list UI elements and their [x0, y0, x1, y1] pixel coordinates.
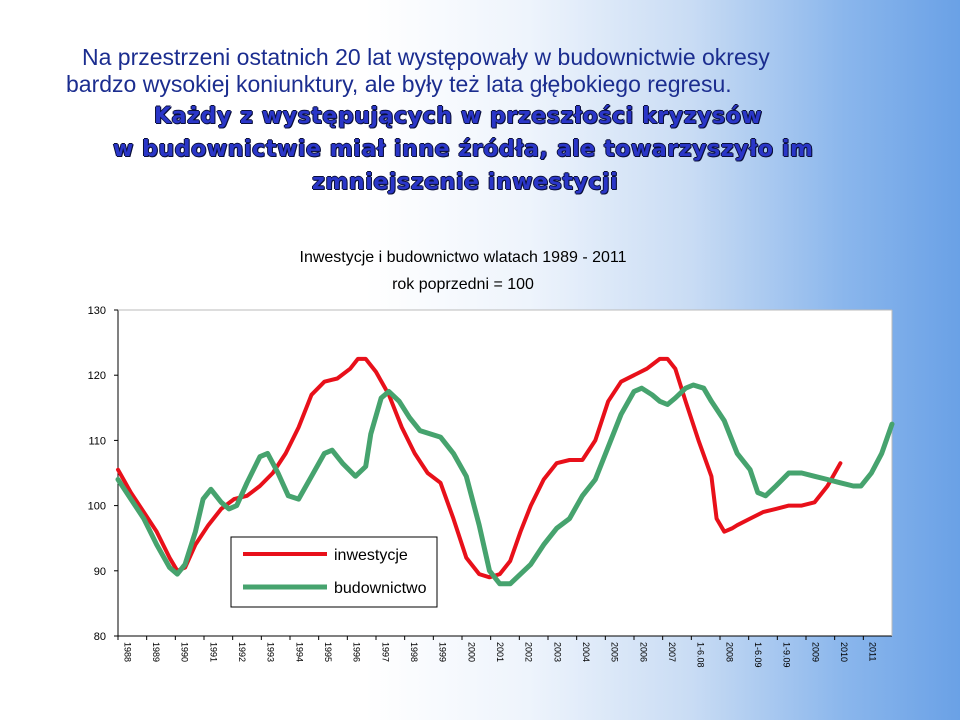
- x-tick-label: 1990: [180, 642, 190, 662]
- x-tick-label: 2010: [839, 642, 849, 662]
- x-tick-label: 1993: [266, 642, 276, 662]
- x-tick-label: 1999: [438, 642, 448, 662]
- x-tick-label: 1989: [151, 642, 161, 662]
- x-tick-label: 2002: [524, 642, 534, 662]
- x-tick-label: 2007: [667, 642, 677, 662]
- x-tick-label: 1-6.08: [696, 642, 706, 668]
- x-tick-label: 1988: [122, 642, 132, 662]
- y-tick-label: 110: [88, 435, 106, 447]
- x-tick-label: 2008: [724, 642, 734, 662]
- x-axis-ticks: 1988 1989 1990 1991 1992 1993 1994 1995 1996 1997…: [117, 636, 878, 668]
- chart-subtitle: rok poprzedni = 100: [392, 276, 534, 293]
- x-tick-label: 2005: [610, 642, 620, 662]
- x-tick-label: 1994: [294, 642, 304, 662]
- x-tick-label: 1991: [208, 642, 218, 662]
- chart-title: Inwestycje i budownictwo wlatach 1989 - …: [300, 249, 627, 266]
- heading-line-2: bardzo wysokiej koniunktury, ale były te…: [66, 71, 732, 97]
- y-tick-label: 130: [88, 305, 106, 317]
- y-axis-ticks: 80 90 100 110 120 130: [88, 305, 118, 643]
- slide-heading: Na przestrzeni ostatnich 20 lat występow…: [0, 0, 960, 200]
- axes: [117, 309, 893, 637]
- x-tick-label: 2004: [581, 642, 591, 662]
- heading-line-1: Na przestrzeni ostatnich 20 lat występow…: [82, 44, 770, 70]
- x-tick-label: 2006: [638, 642, 648, 662]
- heading-line-5: zmniejszenie inwestycji: [312, 170, 619, 195]
- x-tick-label: 1997: [380, 642, 390, 662]
- x-tick-label: 1-9.09: [782, 642, 792, 668]
- x-tick-label: 2001: [495, 642, 505, 662]
- legend-box: [230, 536, 438, 608]
- legend-label-budownictwo: budownictwo: [334, 580, 427, 597]
- chart-legend: inwestycje budownictwo: [230, 536, 438, 608]
- legend-label-inwestycje: inwestycje: [334, 547, 408, 564]
- y-tick-label: 90: [94, 566, 106, 578]
- y-tick-label: 80: [94, 631, 106, 643]
- heading-line-4: w budownictwie miał inne źródła, ale tow…: [113, 137, 814, 162]
- y-tick-label: 100: [88, 501, 106, 513]
- heading-line-3: Każdy z występujących w przeszłości kryz…: [154, 104, 763, 129]
- x-tick-label: 1-6.09: [753, 642, 763, 668]
- x-tick-label: 1998: [409, 642, 419, 662]
- x-tick-label: 1992: [237, 642, 247, 662]
- chart-series: [115, 356, 895, 587]
- series-line-budownictwo: [115, 382, 895, 587]
- x-tick-label: 2009: [810, 642, 820, 662]
- x-tick-label: 2000: [466, 642, 476, 662]
- x-tick-label: 1995: [323, 642, 333, 662]
- x-tick-label: 2003: [552, 642, 562, 662]
- y-tick-label: 120: [88, 370, 106, 382]
- x-tick-label: 1996: [352, 642, 362, 662]
- x-tick-label: 2011: [868, 642, 878, 661]
